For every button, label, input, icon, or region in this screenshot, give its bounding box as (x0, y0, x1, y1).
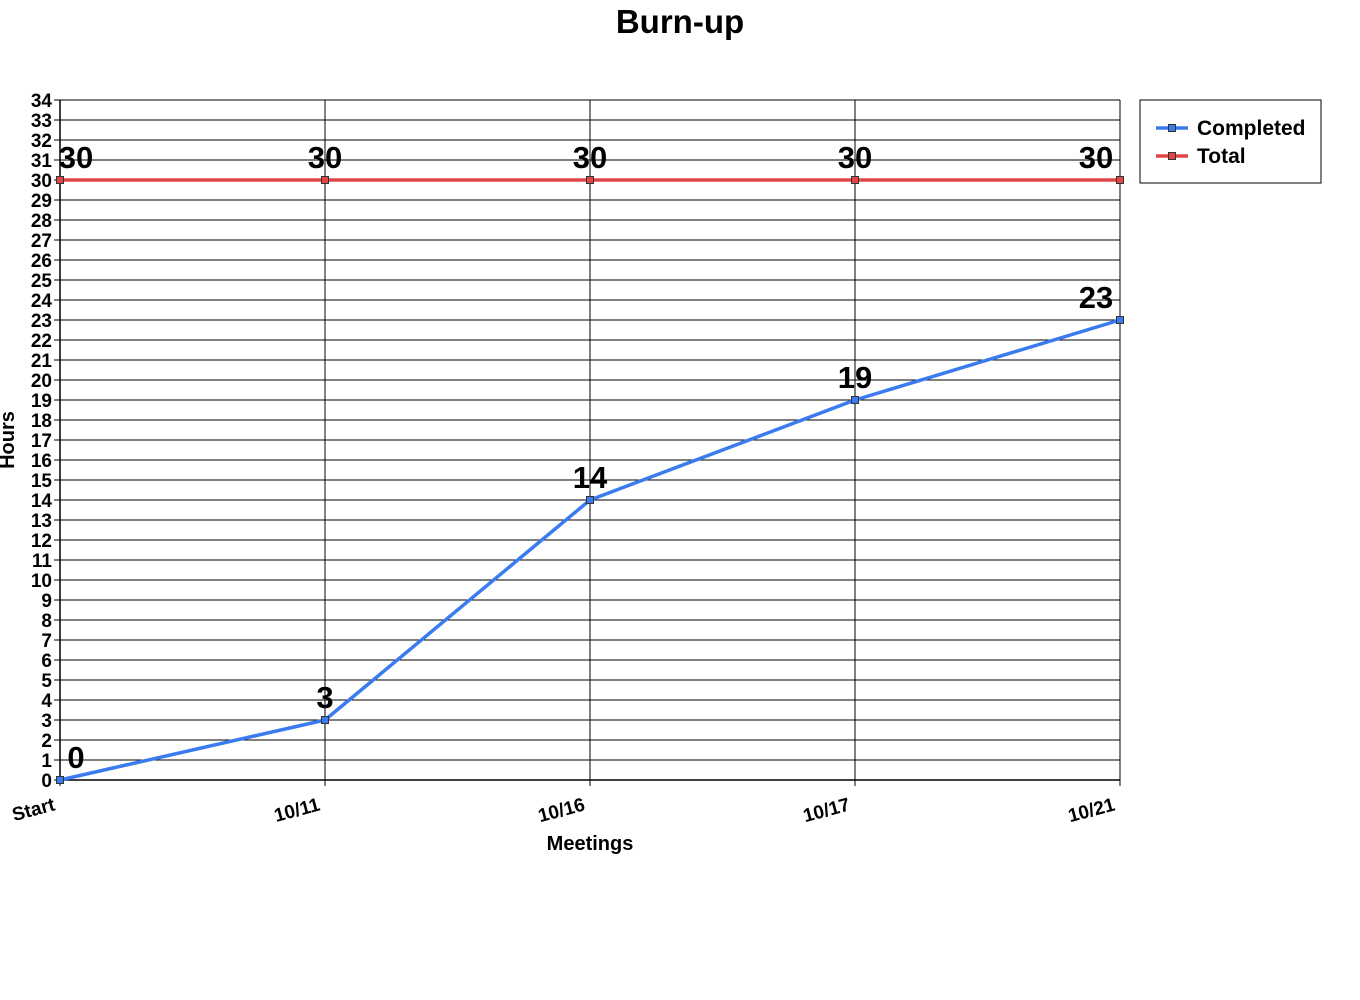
data-point-marker (586, 176, 594, 184)
y-tick-label: 31 (31, 151, 53, 172)
legend-box (1139, 99, 1322, 184)
data-label: 30 (1079, 140, 1113, 175)
chart-title: Burn-up (616, 3, 744, 40)
y-tick-label: 11 (32, 551, 53, 572)
y-tick-label: 18 (31, 411, 52, 432)
y-axis-ticks: 0123456789101112131415161718192021222324… (31, 91, 53, 792)
x-axis-ticks: Start 10/11 10/16 10/17 10/21 (10, 794, 1118, 827)
x-axis-title: Meetings (547, 833, 634, 855)
data-label: 19 (838, 360, 872, 395)
y-tick-label: 34 (31, 91, 53, 112)
y-tick-label: 14 (31, 491, 53, 512)
data-labels: 0 3 14 19 23 30 30 30 30 30 (59, 140, 1113, 775)
y-tick-label: 16 (31, 451, 52, 472)
y-tick-label: 8 (41, 611, 52, 632)
data-point-marker (56, 776, 64, 784)
data-label: 0 (67, 740, 84, 775)
y-axis-title: Hours (0, 411, 19, 469)
data-label: 23 (1079, 280, 1113, 315)
y-tick-label: 23 (31, 311, 52, 332)
x-tick-label: 10/16 (536, 795, 587, 828)
legend-label: Completed (1197, 117, 1306, 140)
x-tick-label: Start (10, 794, 58, 826)
y-tick-label: 5 (41, 671, 52, 692)
y-tick-label: 24 (31, 291, 53, 312)
data-label: 30 (838, 140, 872, 175)
series (56, 176, 1124, 784)
y-tick-label: 21 (31, 351, 53, 372)
y-tick-label: 30 (31, 171, 52, 192)
x-tick-label: 10/17 (801, 795, 852, 828)
y-tick-label: 33 (31, 111, 52, 132)
y-tick-label: 2 (41, 731, 52, 752)
y-tick-label: 29 (31, 191, 52, 212)
y-tick-label: 28 (31, 211, 52, 232)
data-point-marker (321, 176, 329, 184)
data-point-marker (851, 396, 859, 404)
y-tick-label: 4 (41, 691, 52, 712)
legend-label: Total (1197, 145, 1246, 168)
y-tick-label: 27 (31, 231, 52, 252)
y-tick-label: 1 (41, 751, 52, 772)
y-tick-label: 25 (31, 271, 53, 292)
y-tick-label: 7 (41, 631, 52, 652)
y-tick-label: 6 (41, 651, 52, 672)
data-label: 30 (308, 140, 342, 175)
y-tick-label: 0 (41, 771, 52, 792)
y-tick-label: 22 (31, 331, 52, 352)
data-label: 14 (573, 460, 608, 495)
data-point-marker (321, 716, 329, 724)
y-tick-label: 19 (31, 391, 52, 412)
legend-swatch-marker (1168, 152, 1176, 160)
data-point-marker (1116, 176, 1124, 184)
data-label: 30 (573, 140, 607, 175)
y-tick-label: 13 (31, 511, 52, 532)
data-point-marker (851, 176, 859, 184)
data-point-marker (586, 496, 594, 504)
y-tick-label: 20 (31, 371, 52, 392)
legend: Completed Total (1139, 99, 1322, 184)
y-tick-label: 9 (41, 591, 52, 612)
x-tick-label: 10/21 (1066, 794, 1118, 827)
data-point-marker (1116, 316, 1124, 324)
y-tick-label: 12 (31, 531, 52, 552)
y-tick-label: 10 (31, 571, 52, 592)
data-label: 3 (316, 680, 333, 715)
legend-swatch-marker (1168, 124, 1176, 132)
y-tick-label: 17 (31, 431, 52, 452)
axes (54, 99, 1121, 786)
grid (59, 99, 1121, 781)
x-tick-label: 10/11 (272, 794, 323, 826)
data-point-marker (56, 176, 64, 184)
y-tick-label: 3 (41, 711, 52, 732)
y-tick-label: 26 (31, 251, 52, 272)
data-label: 30 (59, 140, 93, 175)
y-tick-label: 32 (31, 131, 52, 152)
y-tick-label: 15 (31, 471, 53, 492)
